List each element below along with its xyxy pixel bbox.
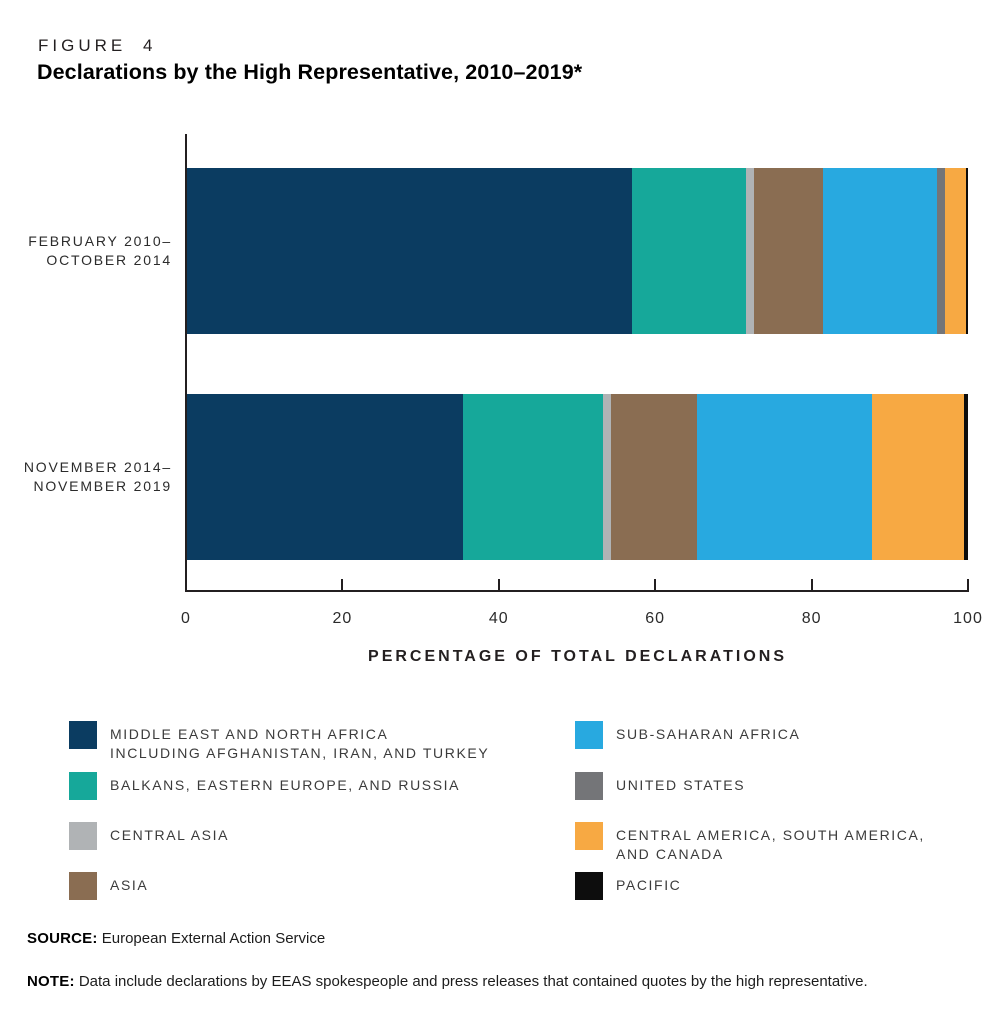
bar-segment [944, 168, 966, 334]
legend-item: PACIFIC [575, 872, 681, 900]
y-axis-line [185, 134, 187, 592]
legend-item: BALKANS, EASTERN EUROPE, AND RUSSIA [69, 772, 460, 800]
stacked-bar-chart: FEBRUARY 2010– OCTOBER 2014 NOVEMBER 2014–… [23, 134, 983, 665]
legend-label: CENTRAL AMERICA, SOUTH AMERICA, AND CANAD… [616, 827, 925, 862]
legend-item: CENTRAL AMERICA, SOUTH AMERICA, AND CANAD… [575, 822, 925, 863]
legend-item: MIDDLE EAST AND NORTH AFRICA INCLUDING AF… [69, 721, 489, 762]
figure-title: Declarations by the High Representative,… [37, 60, 583, 84]
legend-swatch [69, 772, 97, 800]
source-text: European External Action Service [101, 930, 326, 947]
legend-swatch [575, 822, 603, 850]
axis-tick [341, 579, 344, 591]
bar-segment [463, 394, 604, 560]
legend-label: MIDDLE EAST AND NORTH AFRICA INCLUDING AF… [110, 726, 490, 761]
bar-row [187, 168, 968, 334]
legend-label: PACIFIC [616, 877, 682, 893]
bar-segment [187, 168, 633, 334]
bar-segment [187, 394, 464, 560]
bar-segment [632, 168, 747, 334]
legend-swatch [575, 872, 603, 900]
axis-tick [810, 579, 813, 591]
note-label: NOTE: [27, 973, 75, 990]
legend-swatch [69, 872, 97, 900]
axis-tick-label: 0 [181, 610, 191, 627]
legend-swatch [575, 772, 603, 800]
legend-label: ASIA [110, 877, 149, 893]
legend-item: SUB-SAHARAN AFRICA [575, 721, 800, 749]
legend-swatch [69, 721, 97, 749]
bar-row [187, 394, 968, 560]
legend-item: UNITED STATES [575, 772, 745, 800]
legend-label: SUB-SAHARAN AFRICA [616, 726, 801, 742]
figure-number-label: FIGURE 4 [38, 36, 157, 55]
x-axis-title: PERCENTAGE OF TOTAL DECLARATIONS [368, 648, 787, 665]
bar-segment [965, 168, 968, 334]
bar-segment [696, 394, 872, 560]
legend-item: ASIA [69, 872, 148, 900]
bar-segment [822, 168, 937, 334]
axis-tick [497, 579, 500, 591]
axis-tick [654, 579, 657, 591]
note-line: NOTE: Data include declarations by EEAS … [27, 973, 868, 990]
legend-label: BALKANS, EASTERN EUROPE, AND RUSSIA [110, 777, 461, 793]
axis-tick-label: 60 [645, 610, 666, 627]
bar-segment [603, 394, 612, 560]
bar-segment [753, 168, 823, 334]
source-label: SOURCE: [27, 930, 98, 947]
bar-segment [964, 394, 968, 560]
category-label: NOVEMBER 2014– NOVEMBER 2019 [23, 459, 172, 494]
axis-tick [967, 579, 969, 591]
legend-swatch [69, 822, 97, 850]
x-axis-line [185, 590, 969, 592]
legend-label: CENTRAL ASIA [110, 827, 230, 843]
bar-segment [871, 394, 965, 560]
bar-segment [936, 168, 945, 334]
axis-tick-label: 80 [801, 610, 822, 627]
category-label: FEBRUARY 2010– OCTOBER 2014 [28, 233, 172, 268]
axis-tick-label: 40 [488, 610, 509, 627]
axis-tick-label: 20 [332, 610, 353, 627]
bar-segment [746, 168, 754, 334]
note-text: Data include declarations by EEAS spokes… [78, 973, 868, 990]
bar-segment [611, 394, 697, 560]
legend-item: CENTRAL ASIA [69, 822, 229, 850]
axis-tick-label: 100 [953, 610, 983, 627]
source-line: SOURCE: European External Action Service [27, 930, 325, 947]
legend-label: UNITED STATES [616, 777, 746, 793]
legend-swatch [575, 721, 603, 749]
